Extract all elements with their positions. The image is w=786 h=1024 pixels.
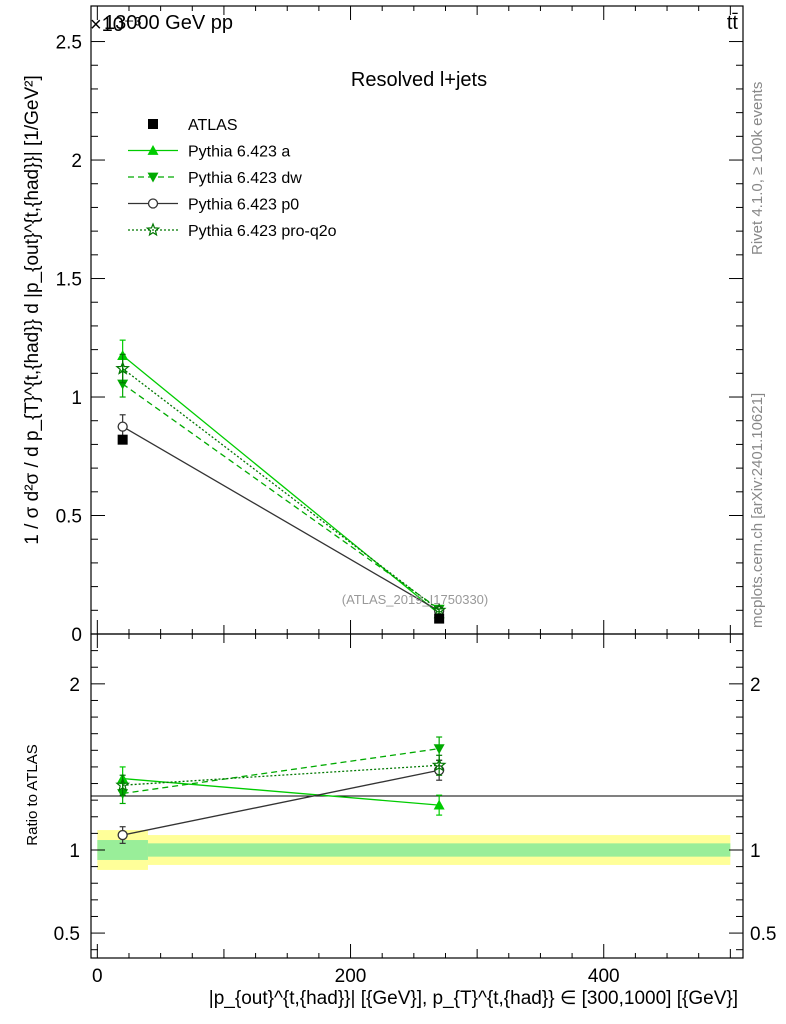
ratio-point-1-1 xyxy=(433,744,445,755)
legend-marker-0 xyxy=(148,119,158,129)
y-tick-label: 0.5 xyxy=(56,507,82,528)
ratio-line-3 xyxy=(122,764,440,786)
chart-title: Resolved l+jets xyxy=(351,69,487,91)
ratio-y-tick-label-right: 0.5 xyxy=(750,924,776,945)
series-point-3-0 xyxy=(115,360,130,375)
ratio-line-0 xyxy=(122,777,440,806)
ratio-line-1 xyxy=(122,748,440,795)
ratio-uncertainty-bands xyxy=(97,830,731,870)
ratio-point-3-1 xyxy=(431,757,447,772)
legend-marker-4 xyxy=(145,222,161,237)
ratio-point-2-0 xyxy=(117,829,128,841)
y-tick-label: 2.5 xyxy=(56,33,82,54)
axis-ticks xyxy=(91,6,743,958)
ratio-y-tick-label-right: 1 xyxy=(750,841,761,862)
ratio-y-tick-label: 1 xyxy=(69,841,80,862)
atlas-point-0 xyxy=(117,434,128,445)
legend-marker-2 xyxy=(147,172,159,183)
atlas-point-1 xyxy=(434,613,445,624)
y-tick-label-zero: 0 xyxy=(71,625,82,646)
energy-label: 13000 GeV pp xyxy=(104,12,233,34)
series-point-2-0 xyxy=(117,421,128,432)
series-line-1 xyxy=(122,383,440,610)
legend-label-1: Pythia 6.423 a xyxy=(188,144,290,161)
ratio-y-axis-title: Ratio to ATLAS xyxy=(24,744,41,845)
x-axis-title: |p_{out}^{t,{had}}| [{GeV}], p_{T}^{t,{h… xyxy=(209,988,738,1009)
y-tick-label: 1 xyxy=(71,388,82,409)
analysis-tag: (ATLAS_2019_I1750330) xyxy=(342,592,488,607)
legend-label-0: ATLAS xyxy=(188,117,238,134)
ratio-y-tick-label: 0.5 xyxy=(54,924,80,945)
x-tick-label: 0 xyxy=(92,966,103,987)
ratio-y-tick-label-right: 2 xyxy=(750,675,761,696)
band-inner-1 xyxy=(147,843,731,857)
series-line-2 xyxy=(122,426,440,612)
exponent-label: ×10⁻³ xyxy=(90,14,141,36)
legend-label-2: Pythia 6.423 dw xyxy=(188,170,302,187)
band-inner-0 xyxy=(97,840,148,860)
series-curves xyxy=(115,339,447,844)
series-point-1-0 xyxy=(117,379,129,390)
ratio-y-tick-label: 2 xyxy=(69,675,80,696)
rivet-version-label: Rivet 4.1.0, ≥ 100k events xyxy=(749,82,766,255)
process-label: tt̄ xyxy=(727,12,739,34)
legend-marker-3 xyxy=(147,198,159,209)
legend-marker-1 xyxy=(147,145,159,155)
x-tick-label: 400 xyxy=(588,966,620,987)
ratio-point-0-1 xyxy=(433,799,445,810)
legend: ATLAS Pythia 6.423 a Pythia 6.423 dw Pythia… xyxy=(128,117,337,240)
ratio-line-2 xyxy=(122,769,440,836)
source-label: mcplots.cern.ch [arXiv:2401.10621] xyxy=(749,393,766,628)
y-tick-label: 2 xyxy=(71,151,82,172)
legend-label-4: Pythia 6.423 pro-q2o xyxy=(188,223,337,240)
y-axis-title: 1 / σ d²σ / d p_{T}^{t,{had}} d |p_{out}… xyxy=(22,75,43,545)
series-point-3-1 xyxy=(431,602,447,617)
x-tick-label: 200 xyxy=(335,966,367,987)
legend-label-3: Pythia 6.423 p0 xyxy=(188,197,299,214)
ratio-point-3-0 xyxy=(115,777,130,792)
axis-tick-labels: 0 200 400 0.5 1 1.5 2 2.5 0 0.5 0.5 1 1 2 2 xyxy=(54,33,777,987)
main-plot-frame xyxy=(90,5,744,635)
series-line-3 xyxy=(122,368,440,611)
atlas-data-points xyxy=(117,434,445,624)
y-tick-label: 1.5 xyxy=(56,270,82,291)
